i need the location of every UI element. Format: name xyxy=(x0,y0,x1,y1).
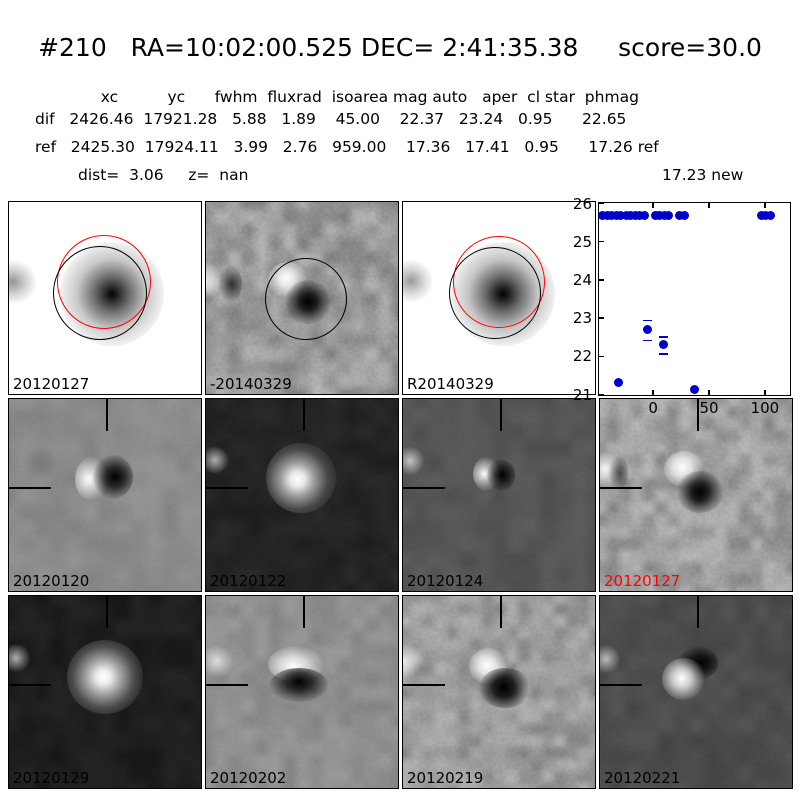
panel-label: R20140329 xyxy=(407,375,494,393)
new-mag-label: 17.23 new xyxy=(662,166,743,184)
epoch-stamp-20120202[interactable]: 20120202 xyxy=(205,595,399,789)
error-bar-cap xyxy=(643,340,652,342)
science-stamp[interactable]: 20120127 xyxy=(8,201,202,395)
data-point[interactable] xyxy=(664,211,673,220)
epoch-stamp-20120129[interactable]: 20120129 xyxy=(8,595,202,789)
y-axis-tick xyxy=(598,241,604,243)
x-axis-tick-top xyxy=(764,202,766,208)
panel-label: 20120120 xyxy=(13,572,89,590)
epoch-stamp-20120120[interactable]: 20120120 xyxy=(8,398,202,592)
error-bar-cap xyxy=(643,320,652,322)
panel-label: 20120219 xyxy=(407,769,483,787)
panel-label: 20120127 xyxy=(604,572,680,590)
y-axis-tick xyxy=(598,356,604,358)
panel-label: 20120221 xyxy=(604,769,680,787)
error-bar-cap xyxy=(659,353,668,355)
y-axis-tick xyxy=(598,394,604,396)
y-axis-tick-label: 26 xyxy=(562,195,592,213)
epoch-stamp-20120124[interactable]: 20120124 xyxy=(402,398,596,592)
x-axis-tick-label: 0 xyxy=(648,399,658,417)
table-row-dif: dif 2426.46 17921.28 5.88 1.89 45.00 22.… xyxy=(35,110,626,128)
y-axis-tick-label: 25 xyxy=(562,233,592,251)
x-axis-tick xyxy=(708,390,710,396)
table-column-headers: xc yc fwhm fluxrad isoarea mag auto aper… xyxy=(86,88,639,106)
panel-label: 20120124 xyxy=(407,572,483,590)
data-point[interactable] xyxy=(690,385,699,394)
y-axis-tick-label: 23 xyxy=(562,309,592,327)
panel-label: 20120122 xyxy=(210,572,286,590)
y-axis-tick xyxy=(598,203,604,205)
data-point[interactable] xyxy=(766,211,775,220)
epoch-stamp-20120127[interactable]: 20120127 xyxy=(599,398,793,592)
x-axis-tick-top xyxy=(708,202,710,208)
panel-label: -20140329 xyxy=(210,375,292,393)
epoch-stamp-20120221[interactable]: 20120221 xyxy=(599,595,793,789)
reference-stamp[interactable]: R20140329 xyxy=(402,201,596,395)
light-curve-plot[interactable] xyxy=(598,202,791,396)
panel-label: 20120129 xyxy=(13,769,89,787)
epoch-stamp-20120122[interactable]: 20120122 xyxy=(205,398,399,592)
panel-label: 20120202 xyxy=(210,769,286,787)
transient-candidate-figure: #210 RA=10:02:00.525 DEC= 2:41:35.38 sco… xyxy=(0,0,800,800)
y-axis-tick-label: 22 xyxy=(562,347,592,365)
y-axis-tick-label: 21 xyxy=(562,386,592,404)
data-point[interactable] xyxy=(680,211,689,220)
data-point[interactable] xyxy=(659,340,668,349)
panel-label: 20120127 xyxy=(13,375,89,393)
epoch-stamp-20120219[interactable]: 20120219 xyxy=(402,595,596,789)
x-axis-tick-label: 100 xyxy=(751,399,780,417)
y-axis-tick-label: 24 xyxy=(562,271,592,289)
difference-stamp[interactable]: -20140329 xyxy=(205,201,399,395)
x-axis-tick-label: 50 xyxy=(699,399,718,417)
x-axis-tick-top xyxy=(652,202,654,208)
dist-z-line: dist= 3.06 z= nan xyxy=(78,166,248,184)
data-point[interactable] xyxy=(614,378,623,387)
table-row-ref: ref 2425.30 17924.11 3.99 2.76 959.00 17… xyxy=(35,138,659,156)
x-axis-tick xyxy=(764,390,766,396)
x-axis-tick xyxy=(652,390,654,396)
y-axis-tick xyxy=(598,317,604,319)
page-title: #210 RA=10:02:00.525 DEC= 2:41:35.38 sco… xyxy=(0,33,800,62)
error-bar-cap xyxy=(659,336,668,338)
data-point[interactable] xyxy=(643,325,652,334)
data-point[interactable] xyxy=(640,211,649,220)
y-axis-tick xyxy=(598,279,604,281)
